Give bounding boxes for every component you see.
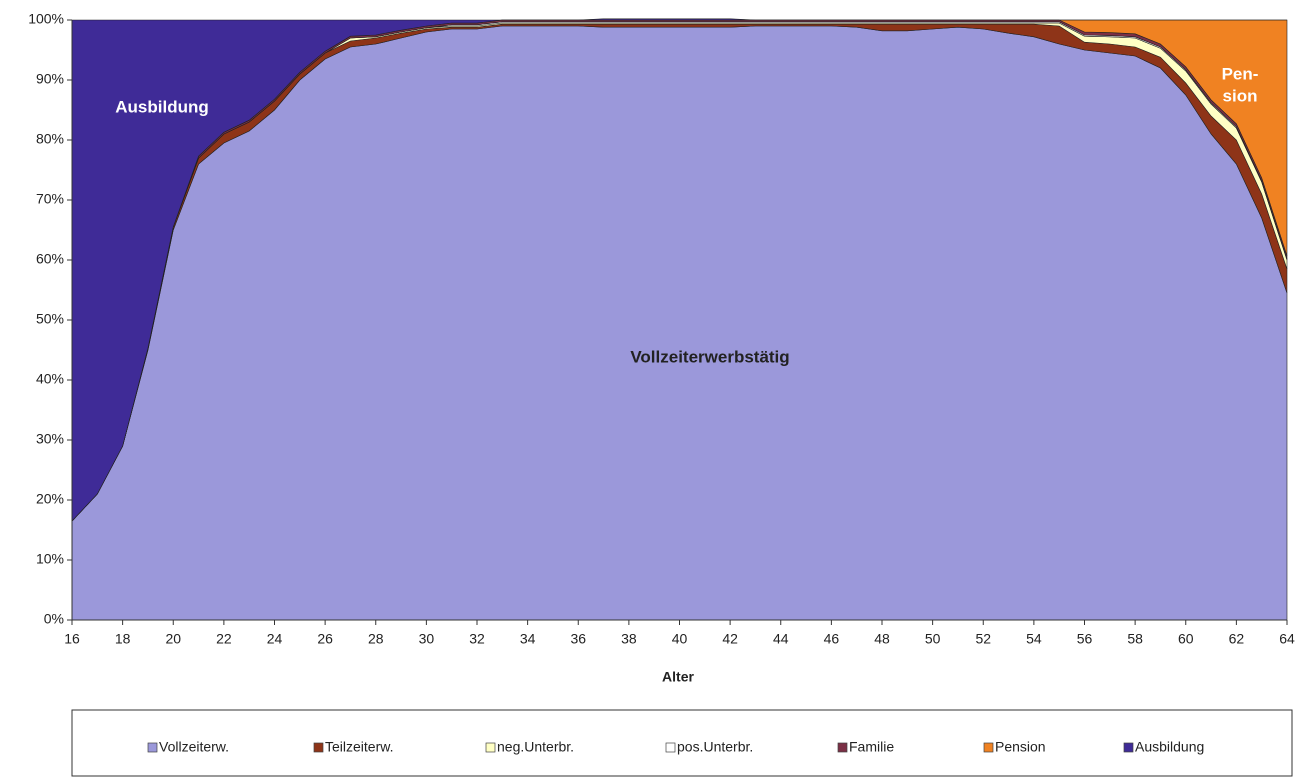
x-tick-label: 62	[1229, 631, 1245, 647]
annotation: Pen-	[1222, 64, 1259, 83]
y-tick-label: 40%	[36, 371, 64, 387]
y-tick-label: 50%	[36, 311, 64, 327]
x-tick-label: 56	[1077, 631, 1093, 647]
annotation: sion	[1223, 86, 1258, 105]
x-tick-label: 58	[1127, 631, 1143, 647]
x-tick-label: 38	[621, 631, 637, 647]
y-tick-label: 70%	[36, 191, 64, 207]
area	[71, 18, 1287, 522]
legend-swatch	[1123, 742, 1134, 753]
x-tick-label: 42	[722, 631, 738, 647]
y-tick-label: 100%	[28, 11, 64, 27]
x-tick-label: 34	[520, 631, 536, 647]
legend-label: Ausbildung	[1135, 739, 1204, 755]
x-tick-label: 48	[874, 631, 890, 647]
x-tick-label: 22	[216, 631, 232, 647]
legend-label: Teilzeiterw.	[325, 739, 393, 755]
x-tick-label: 24	[267, 631, 283, 647]
y-tick-label: 80%	[36, 131, 64, 147]
legend-label: Vollzeiterw.	[159, 739, 229, 755]
legend-swatch	[837, 742, 848, 753]
legend-label: pos.Unterbr.	[677, 739, 753, 755]
y-tick-label: 30%	[36, 431, 64, 447]
legend-box	[71, 709, 1293, 777]
legend-swatch	[485, 742, 496, 753]
x-tick-label: 54	[1026, 631, 1042, 647]
legend-label: Familie	[849, 739, 894, 755]
x-tick-label: 36	[570, 631, 586, 647]
x-tick-label: 46	[824, 631, 840, 647]
annotation: Ausbildung	[115, 97, 208, 116]
legend-label: Pension	[995, 739, 1046, 755]
legend-label: neg.Unterbr.	[497, 739, 574, 755]
plot	[71, 18, 1288, 621]
annotation: Vollzeiterwerbstätig	[630, 347, 789, 366]
x-tick-label: 20	[165, 631, 181, 647]
y-tick-label: 20%	[36, 491, 64, 507]
y-tick-label: 90%	[36, 71, 64, 87]
x-tick-label: 40	[672, 631, 688, 647]
x-tick-label: 18	[115, 631, 131, 647]
legend-swatch	[313, 742, 324, 753]
x-tick-label: 30	[419, 631, 435, 647]
x-tick-label: 26	[317, 631, 333, 647]
y-tick-label: 60%	[36, 251, 64, 267]
x-tick-label: 64	[1279, 631, 1295, 647]
x-tick-label: 60	[1178, 631, 1194, 647]
x-tick-label: 52	[975, 631, 991, 647]
x-tick-label: 44	[773, 631, 789, 647]
x-axis-label: Alter	[662, 669, 694, 685]
x-tick-label: 32	[469, 631, 485, 647]
legend-swatch	[147, 742, 158, 753]
legend-swatch	[665, 742, 676, 753]
y-tick-label: 0%	[44, 611, 64, 627]
y-tick-label: 10%	[36, 551, 64, 567]
legend-swatch	[983, 742, 994, 753]
x-tick-label: 28	[368, 631, 384, 647]
x-tick-label: 50	[925, 631, 941, 647]
x-tick-label: 16	[64, 631, 80, 647]
